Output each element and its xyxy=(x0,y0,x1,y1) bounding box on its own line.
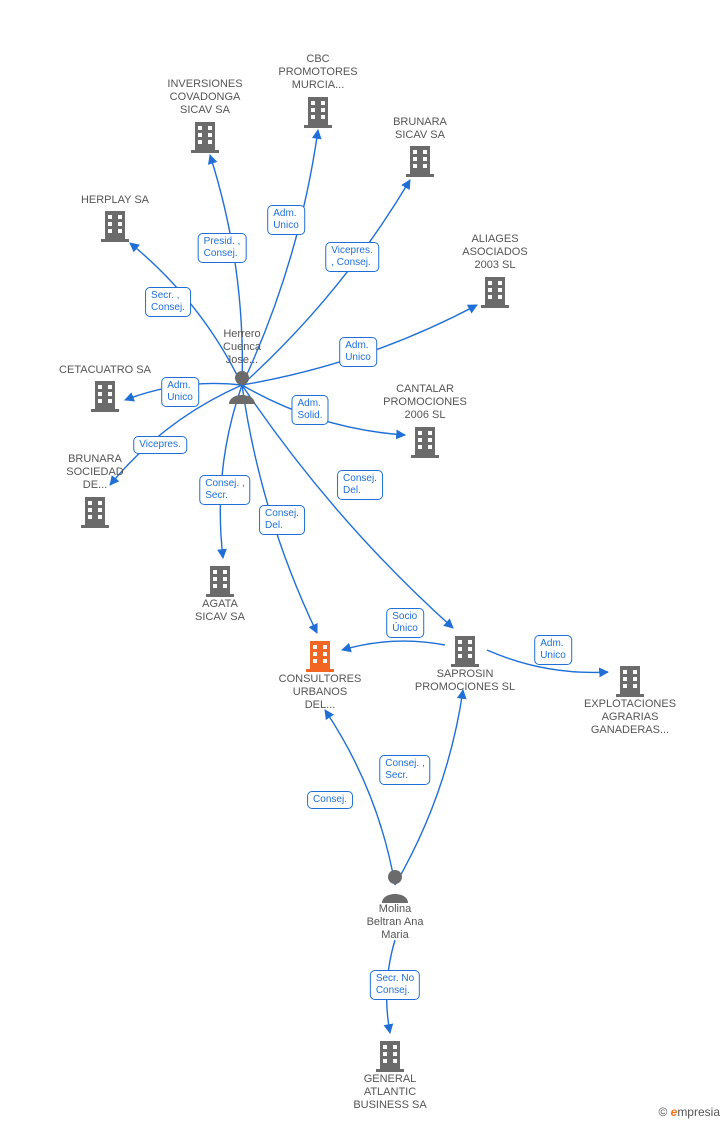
node-label: SAPROSINPROMOCIONES SL xyxy=(410,668,520,694)
brand-rest: mpresia xyxy=(677,1105,720,1119)
node-label: MolinaBeltran AnaMaria xyxy=(340,903,450,943)
node-label: CONSULTORESURBANOSDEL... xyxy=(265,673,375,713)
edge-label: Adm.Unico xyxy=(267,205,305,235)
edge-label: Consej.Del. xyxy=(259,505,305,535)
node-label: CBCPROMOTORESMURCIA... xyxy=(263,53,373,93)
edge-label: Adm.Unico xyxy=(534,635,572,665)
node-brunara_sicav: BRUNARASICAV SA xyxy=(365,116,475,178)
edge-herrero-agata xyxy=(220,385,242,558)
copyright-symbol: © xyxy=(658,1105,667,1119)
node-cantalar: CANTALARPROMOCIONES2006 SL xyxy=(370,383,480,459)
node-label: CANTALARPROMOCIONES2006 SL xyxy=(370,383,480,423)
node-agata: AGATASICAV SA xyxy=(165,562,275,624)
node-label: AGATASICAV SA xyxy=(165,598,275,624)
node-brunara_soc: BRUNARASOCIEDADDE... xyxy=(40,453,150,529)
node-label: EXPLOTACIONESAGRARIASGANADERAS... xyxy=(575,698,685,738)
edge-label: Consej. ,Secr. xyxy=(379,755,430,785)
node-consultores: CONSULTORESURBANOSDEL... xyxy=(265,637,375,713)
node-label: HerreroCuencaJose... xyxy=(187,328,297,368)
node-label: CETACUATRO SA xyxy=(50,364,160,377)
node-label: HERPLAY SA xyxy=(60,194,170,207)
node-label: INVERSIONESCOVADONGASICAV SA xyxy=(150,78,260,118)
node-cetacuatro: CETACUATRO SA xyxy=(50,364,160,413)
credit-line: © empresia xyxy=(658,1105,720,1119)
edge-label: Presid. ,Consej. xyxy=(198,233,247,263)
node-general: GENERALATLANTICBUSINESS SA xyxy=(335,1037,445,1113)
edge-label: Adm.Unico xyxy=(161,377,199,407)
edge-label: Adm.Solid. xyxy=(291,395,328,425)
node-herplay: HERPLAY SA xyxy=(60,194,170,243)
edge-label: Secr. NoConsej. xyxy=(370,970,420,1000)
node-label: BRUNARASICAV SA xyxy=(365,116,475,142)
edge-label: Vicepres., Consej. xyxy=(325,242,379,272)
node-cbc: CBCPROMOTORESMURCIA... xyxy=(263,53,373,129)
edge-layer xyxy=(0,0,728,1125)
node-label: ALIAGESASOCIADOS2003 SL xyxy=(440,233,550,273)
edge-label: Secr. ,Consej. xyxy=(145,287,191,317)
edge-label: Consej. ,Secr. xyxy=(199,475,250,505)
node-label: BRUNARASOCIEDADDE... xyxy=(40,453,150,493)
edge-label: Consej.Del. xyxy=(337,470,383,500)
node-label: GENERALATLANTICBUSINESS SA xyxy=(335,1073,445,1113)
node-covadonga: INVERSIONESCOVADONGASICAV SA xyxy=(150,78,260,154)
edge-label: Adm.Unico xyxy=(339,337,377,367)
node-molina: MolinaBeltran AnaMaria xyxy=(340,867,450,943)
edge-label: Vicepres. xyxy=(133,436,187,454)
edge-label: Consej. xyxy=(307,791,353,809)
edge-molina-saprosin xyxy=(395,690,463,885)
node-herrero: HerreroCuencaJose... xyxy=(187,328,297,404)
node-saprosin: SAPROSINPROMOCIONES SL xyxy=(410,632,520,694)
node-aliages: ALIAGESASOCIADOS2003 SL xyxy=(440,233,550,309)
node-explotaciones: EXPLOTACIONESAGRARIASGANADERAS... xyxy=(575,662,685,738)
edge-label: SocioÚnico xyxy=(386,608,424,638)
